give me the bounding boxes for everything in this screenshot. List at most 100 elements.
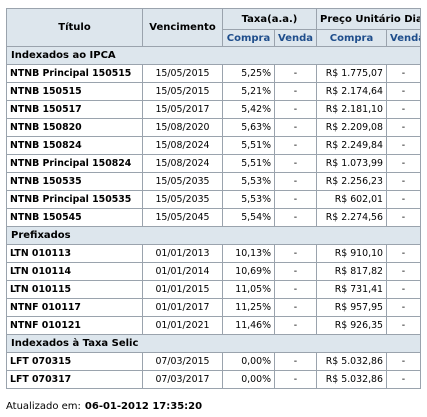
cell-taxa-compra: 10,69% bbox=[222, 262, 275, 281]
table-row: NTNF 010121 01/01/2021 11,46% - R$ 926,35- bbox=[6, 316, 421, 335]
cell-titulo: LTN 010114 bbox=[6, 262, 143, 281]
header-preco-compra: Compra bbox=[316, 29, 387, 47]
cell-taxa-compra: 5,53% bbox=[222, 190, 275, 209]
cell-titulo: NTNB Principal 150824 bbox=[6, 154, 143, 173]
cell-taxa-venda: - bbox=[274, 100, 317, 119]
cell-vencimento: 01/01/2015 bbox=[142, 280, 223, 299]
cell-titulo: NTNB 150515 bbox=[6, 82, 143, 101]
cell-titulo: NTNB Principal 150535 bbox=[6, 190, 143, 209]
cell-titulo: LFT 070315 bbox=[6, 352, 143, 371]
table-body: Indexados ao IPCA NTNB Principal 150515 15… bbox=[6, 46, 421, 389]
cell-taxa-compra: 5,63% bbox=[222, 118, 275, 137]
cell-taxa-compra: 5,51% bbox=[222, 136, 275, 155]
cell-preco-compra: R$ 2.249,84 bbox=[316, 136, 387, 155]
cell-titulo: NTNB 150535 bbox=[6, 172, 143, 191]
cell-titulo: LTN 010115 bbox=[6, 280, 143, 299]
cell-taxa-venda: - bbox=[274, 352, 317, 371]
cell-preco-venda: - bbox=[386, 280, 421, 299]
cell-taxa-compra: 0,00% bbox=[222, 352, 275, 371]
cell-titulo: NTNB 150517 bbox=[6, 100, 143, 119]
cell-preco-venda: - bbox=[386, 100, 421, 119]
cell-preco-compra: R$ 1.775,07 bbox=[316, 64, 387, 83]
cell-preco-venda: - bbox=[386, 154, 421, 173]
cell-taxa-venda: - bbox=[274, 82, 317, 101]
cell-preco-venda: - bbox=[386, 136, 421, 155]
treasury-bonds-table: Título Vencimento Taxa(a.a.) Preço Unitá… bbox=[6, 8, 421, 389]
cell-taxa-venda: - bbox=[274, 208, 317, 227]
cell-vencimento: 15/05/2035 bbox=[142, 172, 223, 191]
cell-vencimento: 15/08/2024 bbox=[142, 154, 223, 173]
cell-preco-venda: - bbox=[386, 244, 421, 263]
cell-preco-compra: R$ 5.032,86 bbox=[316, 370, 387, 389]
cell-vencimento: 15/08/2020 bbox=[142, 118, 223, 137]
cell-taxa-venda: - bbox=[274, 298, 317, 317]
cell-taxa-compra: 5,51% bbox=[222, 154, 275, 173]
cell-vencimento: 15/05/2015 bbox=[142, 64, 223, 83]
updated-label: Atualizado em: bbox=[6, 401, 81, 412]
cell-titulo: NTNB Principal 150515 bbox=[6, 64, 143, 83]
cell-preco-venda: - bbox=[386, 118, 421, 137]
cell-preco-compra: R$ 1.073,99 bbox=[316, 154, 387, 173]
cell-vencimento: 01/01/2017 bbox=[142, 298, 223, 317]
cell-preco-venda: - bbox=[386, 208, 421, 227]
table-row: NTNB 150824 15/08/2024 5,51% - R$ 2.249,84- bbox=[6, 136, 421, 155]
cell-titulo: LTN 010113 bbox=[6, 244, 143, 263]
header-taxa-venda: Venda bbox=[274, 29, 317, 47]
cell-taxa-venda: - bbox=[274, 370, 317, 389]
cell-preco-venda: - bbox=[386, 262, 421, 281]
cell-preco-venda: - bbox=[386, 352, 421, 371]
cell-preco-compra: R$ 2.174,64 bbox=[316, 82, 387, 101]
table-row: LTN 010114 01/01/2014 10,69% - R$ 817,82- bbox=[6, 262, 421, 281]
cell-preco-venda: - bbox=[386, 370, 421, 389]
cell-vencimento: 07/03/2017 bbox=[142, 370, 223, 389]
cell-taxa-compra: 5,53% bbox=[222, 172, 275, 191]
header-taxa: Taxa(a.a.) bbox=[222, 8, 317, 30]
section-header-row: Indexados à Taxa Selic bbox=[6, 334, 421, 353]
cell-titulo: NTNB 150824 bbox=[6, 136, 143, 155]
footer: Atualizado em: 06-01-2012 17:35:20 bbox=[6, 401, 202, 412]
cell-preco-compra: R$ 2.181,10 bbox=[316, 100, 387, 119]
cell-taxa-venda: - bbox=[274, 64, 317, 83]
cell-preco-compra: R$ 817,82 bbox=[316, 262, 387, 281]
updated-timestamp: 06-01-2012 17:35:20 bbox=[84, 401, 203, 412]
cell-taxa-venda: - bbox=[274, 190, 317, 209]
cell-preco-compra: R$ 957,95 bbox=[316, 298, 387, 317]
cell-preco-venda: - bbox=[386, 316, 421, 335]
cell-taxa-venda: - bbox=[274, 262, 317, 281]
table-row: NTNB Principal 150824 15/08/2024 5,51% - R$ … bbox=[6, 154, 421, 173]
cell-preco-compra: R$ 2.209,08 bbox=[316, 118, 387, 137]
table-row: NTNB 150517 15/05/2017 5,42% - R$ 2.181,10- bbox=[6, 100, 421, 119]
header-preco: Preço Unitário Dia bbox=[316, 8, 421, 30]
table-row: NTNB Principal 150515 15/05/2015 5,25% - R$ … bbox=[6, 64, 421, 83]
cell-vencimento: 15/08/2024 bbox=[142, 136, 223, 155]
cell-vencimento: 01/01/2013 bbox=[142, 244, 223, 263]
cell-titulo: NTNF 010117 bbox=[6, 298, 143, 317]
section-title: Prefixados bbox=[6, 226, 421, 245]
cell-taxa-compra: 11,25% bbox=[222, 298, 275, 317]
cell-titulo: NTNB 150545 bbox=[6, 208, 143, 227]
cell-preco-compra: R$ 731,41 bbox=[316, 280, 387, 299]
cell-taxa-venda: - bbox=[274, 172, 317, 191]
header-preco-venda: Venda bbox=[386, 29, 421, 47]
table-row: NTNB Principal 150535 15/05/2035 5,53% - R$ … bbox=[6, 190, 421, 209]
cell-taxa-compra: 5,25% bbox=[222, 64, 275, 83]
cell-preco-compra: R$ 5.032,86 bbox=[316, 352, 387, 371]
cell-taxa-compra: 5,42% bbox=[222, 100, 275, 119]
cell-taxa-venda: - bbox=[274, 316, 317, 335]
header-taxa-compra: Compra bbox=[222, 29, 275, 47]
cell-preco-venda: - bbox=[386, 172, 421, 191]
cell-vencimento: 15/05/2045 bbox=[142, 208, 223, 227]
cell-taxa-venda: - bbox=[274, 154, 317, 173]
table-row: NTNB 150535 15/05/2035 5,53% - R$ 2.256,23- bbox=[6, 172, 421, 191]
table-row: NTNF 010117 01/01/2017 11,25% - R$ 957,95- bbox=[6, 298, 421, 317]
cell-preco-compra: R$ 910,10 bbox=[316, 244, 387, 263]
cell-taxa-venda: - bbox=[274, 244, 317, 263]
header-vencimento: Vencimento bbox=[142, 8, 223, 47]
cell-vencimento: 01/01/2014 bbox=[142, 262, 223, 281]
cell-preco-compra: R$ 602,01 bbox=[316, 190, 387, 209]
cell-vencimento: 15/05/2017 bbox=[142, 100, 223, 119]
table-row: LFT 070317 07/03/2017 0,00% - R$ 5.032,86- bbox=[6, 370, 421, 389]
cell-preco-compra: R$ 2.274,56 bbox=[316, 208, 387, 227]
cell-preco-venda: - bbox=[386, 64, 421, 83]
cell-taxa-venda: - bbox=[274, 118, 317, 137]
